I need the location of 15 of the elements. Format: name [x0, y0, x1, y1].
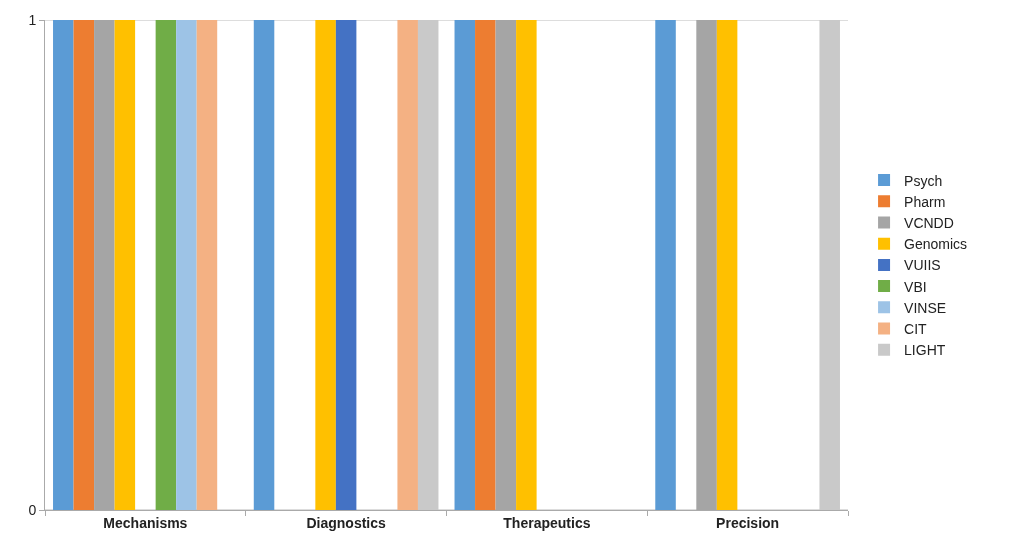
legend-label: Pharm — [904, 193, 946, 210]
x-tick-label: Diagnostics — [306, 514, 387, 531]
legend-label: VBI — [904, 278, 927, 295]
x-tick-label: Mechanisms — [103, 514, 188, 531]
legend-label: VUIIS — [904, 257, 941, 274]
legend-label: VCNDD — [904, 214, 954, 231]
y-tick-label: 0 — [28, 501, 37, 518]
x-tick-label: Therapeutics — [503, 514, 591, 531]
legend-label: LIGHT — [904, 342, 946, 359]
legend-label: VINSE — [904, 299, 947, 316]
legend-label: Psych — [904, 172, 943, 189]
legend-label: Genomics — [904, 236, 968, 253]
x-tick-label: Precision — [716, 514, 780, 531]
y-tick-label: 1 — [28, 11, 37, 28]
legend-label: CIT — [904, 320, 928, 337]
